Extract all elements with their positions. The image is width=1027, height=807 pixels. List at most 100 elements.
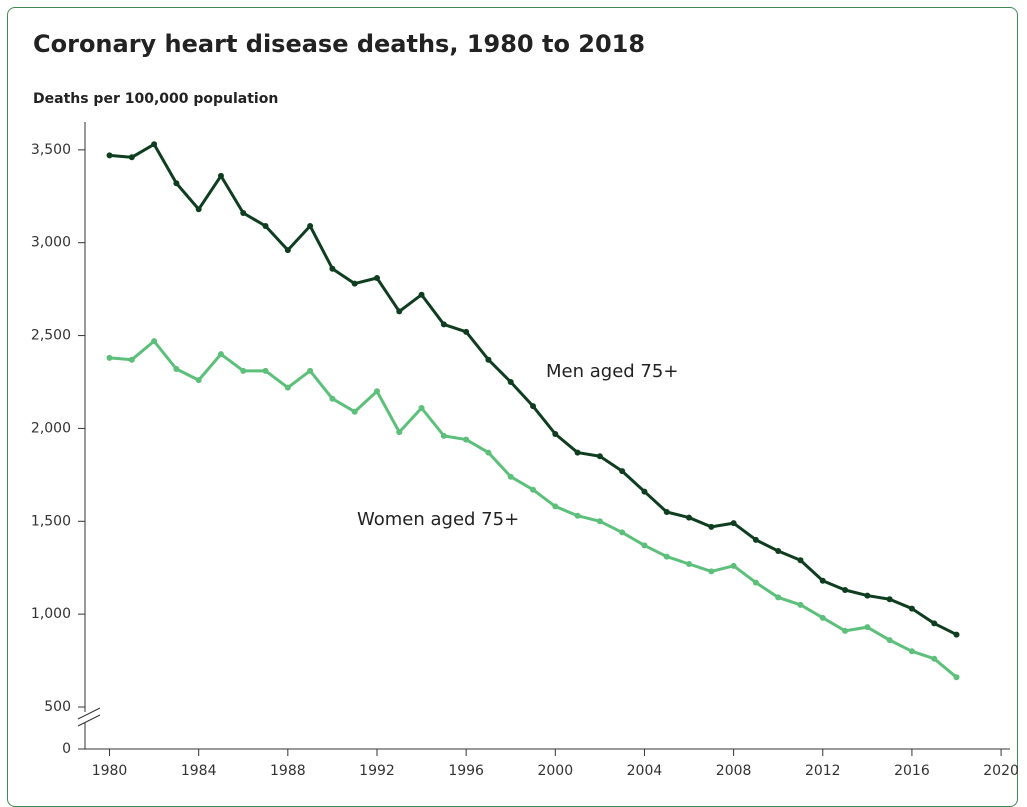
series-line: [109, 339, 958, 679]
x-tick-label: 1980: [92, 763, 128, 779]
data-point: [151, 141, 158, 148]
data-point: [530, 403, 537, 410]
data-point: [396, 308, 403, 315]
data-point: [284, 384, 291, 391]
page: {"chart_data": { "type": "line", "title"…: [7, 7, 1019, 807]
series-line: [109, 142, 958, 636]
chart-title: Coronary heart disease deaths, 1980 to 2…: [33, 30, 645, 58]
x-tick-label: 2020: [983, 763, 1019, 779]
series-label: Men aged 75+: [546, 361, 678, 382]
y-tick-label: 2,000: [31, 420, 71, 436]
axis-break: [77, 707, 101, 720]
data-point: [195, 206, 202, 213]
x-tick-label: 1988: [270, 763, 306, 779]
data-point: [797, 557, 804, 564]
data-point: [440, 432, 447, 439]
data-point: [329, 265, 336, 272]
data-point: [552, 431, 559, 437]
data-point: [953, 674, 960, 681]
data-point: [173, 180, 180, 187]
data-point: [819, 614, 826, 621]
data-point: [351, 280, 358, 287]
data-point: [663, 553, 670, 560]
data-point: [329, 395, 336, 402]
x-tick-label: 1996: [448, 763, 484, 779]
data-point: [128, 356, 135, 363]
data-point: [663, 509, 670, 515]
data-point: [686, 561, 693, 567]
y-axis-label: Deaths per 100,000 population: [33, 91, 278, 107]
data-point: [619, 468, 626, 475]
data-point: [886, 637, 893, 644]
x-tick-label: 1992: [359, 763, 395, 779]
data-point: [574, 449, 581, 456]
data-point: [842, 627, 849, 634]
data-point: [151, 338, 158, 345]
data-point: [507, 473, 514, 480]
data-point: [908, 648, 915, 655]
data-point: [106, 152, 113, 159]
data-point: [730, 562, 737, 569]
y-tick-label: 500: [44, 699, 71, 715]
x-tick-label: 2016: [894, 763, 930, 779]
data-point: [752, 536, 759, 543]
chart: Coronary heart disease deaths, 1980 to 2…: [31, 30, 1019, 779]
data-point: [307, 223, 314, 229]
data-point: [864, 624, 871, 631]
data-point: [953, 631, 960, 638]
data-point: [641, 542, 648, 549]
data-point: [373, 388, 380, 395]
data-point: [797, 601, 804, 608]
x-tick-label: 2004: [627, 763, 663, 779]
y-tick-label: 2,500: [31, 328, 71, 344]
data-point: [463, 328, 470, 335]
y-tick-label: 3,500: [31, 142, 71, 158]
data-point: [418, 405, 425, 411]
x-tick-label: 2012: [805, 763, 841, 779]
data-point: [240, 210, 247, 216]
data-point: [708, 523, 715, 530]
data-point: [262, 223, 269, 229]
data-point: [217, 172, 224, 179]
data-point: [619, 529, 626, 536]
data-point: [931, 620, 938, 627]
data-point: [262, 367, 269, 374]
data-point: [373, 275, 380, 281]
data-point: [396, 429, 403, 436]
data-point: [351, 408, 358, 415]
data-point: [775, 548, 782, 554]
data-point: [819, 577, 826, 584]
data-point: [686, 514, 693, 521]
data-point: [596, 518, 603, 525]
data-point: [106, 354, 113, 361]
data-point: [931, 655, 938, 662]
data-point: [752, 579, 759, 586]
x-tick-label: 2000: [537, 763, 573, 779]
data-point: [284, 247, 291, 254]
data-point: [574, 512, 581, 519]
x-tick-label: 1984: [181, 763, 217, 779]
data-point: [886, 596, 893, 603]
data-point: [217, 351, 224, 358]
data-point: [596, 453, 603, 460]
data-point: [842, 587, 849, 593]
data-point: [485, 449, 492, 456]
data-point: [641, 488, 648, 495]
data-point: [708, 568, 715, 575]
data-point: [195, 377, 202, 384]
y-tick-label: 1,000: [31, 606, 71, 622]
data-point: [463, 436, 470, 443]
data-point: [418, 291, 425, 298]
data-point: [864, 592, 871, 599]
data-point: [128, 154, 135, 161]
x-tick-label: 2008: [716, 763, 752, 779]
y-tick-label: 1,500: [31, 513, 71, 529]
data-point: [530, 486, 537, 493]
data-point: [240, 367, 247, 374]
data-point: [173, 366, 180, 372]
data-point: [730, 520, 737, 527]
data-point: [507, 379, 514, 385]
series-label: Women aged 75+: [357, 509, 519, 530]
data-point: [908, 605, 915, 612]
data-point: [307, 367, 314, 374]
